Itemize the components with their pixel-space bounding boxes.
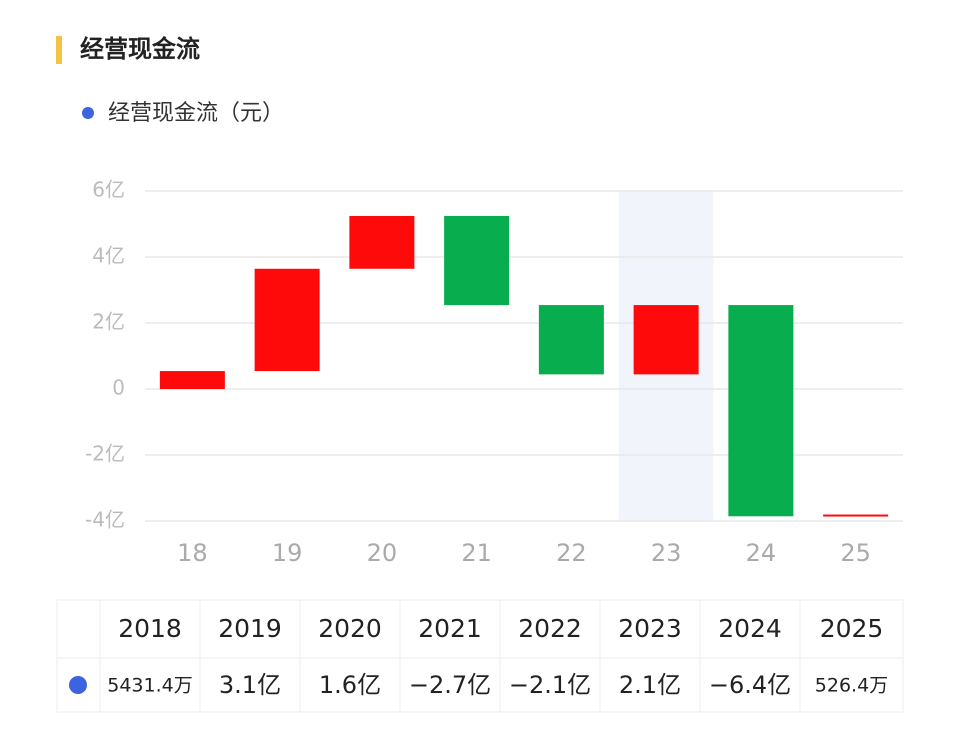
table-header: 2024 bbox=[718, 614, 782, 643]
table-value: 5431.4万 bbox=[107, 675, 192, 697]
x-tick-label: 20 bbox=[367, 539, 398, 567]
bar bbox=[823, 514, 889, 517]
y-tick-label: 4亿 bbox=[92, 244, 125, 268]
table-value: −2.7亿 bbox=[409, 671, 491, 699]
x-tick-label: 24 bbox=[746, 539, 777, 567]
table-value: 3.1亿 bbox=[219, 671, 281, 699]
x-tick-label: 19 bbox=[272, 539, 303, 567]
x-tick-label: 22 bbox=[556, 539, 587, 567]
title-accent bbox=[56, 36, 62, 64]
table-value: −2.1亿 bbox=[509, 671, 591, 699]
table-header: 2019 bbox=[218, 614, 282, 643]
table-header: 2025 bbox=[820, 614, 884, 643]
bar bbox=[159, 371, 225, 389]
bar bbox=[633, 305, 699, 375]
x-tick-label: 23 bbox=[651, 539, 682, 567]
legend-label: 经营现金流（元） bbox=[108, 101, 284, 126]
table-value: 2.1亿 bbox=[619, 671, 681, 699]
y-tick-label: 2亿 bbox=[92, 310, 125, 334]
legend-marker bbox=[82, 107, 94, 119]
table-value: 526.4万 bbox=[815, 675, 888, 697]
bar bbox=[444, 215, 510, 306]
table-legend-marker bbox=[69, 676, 87, 694]
table-header: 2022 bbox=[518, 614, 582, 643]
x-tick-label: 21 bbox=[461, 539, 492, 567]
x-tick-label: 25 bbox=[840, 539, 871, 567]
table-header: 2023 bbox=[618, 614, 682, 643]
y-tick-label: 0 bbox=[112, 376, 125, 400]
bar bbox=[728, 305, 794, 517]
table-value: 1.6亿 bbox=[319, 671, 381, 699]
x-tick-label: 18 bbox=[177, 539, 208, 567]
title: 经营现金流 bbox=[80, 35, 200, 63]
table-header: 2020 bbox=[318, 614, 382, 643]
bar bbox=[349, 215, 415, 269]
bar bbox=[254, 268, 320, 372]
bar bbox=[538, 305, 604, 375]
y-tick-label: -4亿 bbox=[85, 508, 125, 532]
y-tick-label: 6亿 bbox=[92, 178, 125, 202]
table-value: −6.4亿 bbox=[709, 671, 791, 699]
table-header: 2018 bbox=[118, 614, 182, 643]
y-tick-label: -2亿 bbox=[85, 442, 125, 466]
table-header: 2021 bbox=[418, 614, 482, 643]
